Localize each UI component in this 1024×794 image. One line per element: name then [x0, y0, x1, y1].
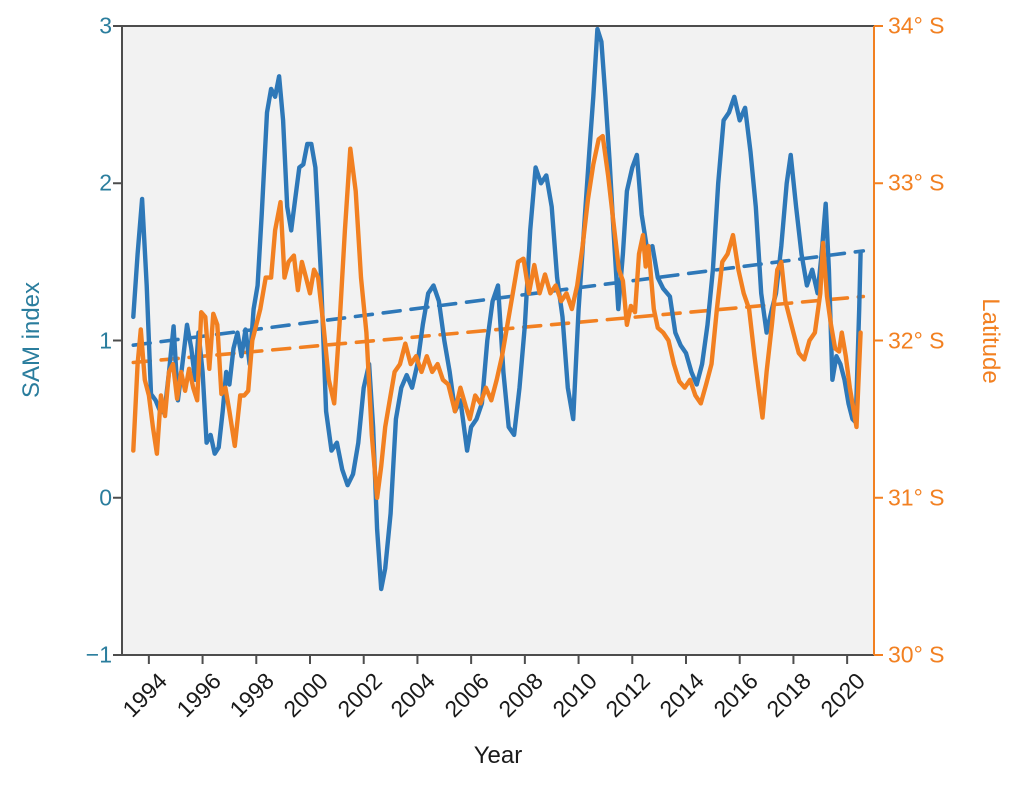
y-right-axis-title: Latitude: [977, 298, 1004, 384]
y-left-tick-label: 2: [99, 169, 112, 196]
y-left-tick-label: 1: [99, 327, 112, 353]
y-right-tick-label: 30° S: [888, 641, 945, 668]
y-left-tick-label: 3: [99, 12, 112, 39]
x-axis-title: Year: [473, 742, 523, 769]
y-right-tick-label: 33° S: [888, 169, 945, 196]
series-line-sam: [131, 26, 863, 592]
y-left-tick-label: −1: [85, 641, 112, 668]
trend-line-latitude: [131, 294, 866, 365]
y-right-tick-label: 34° S: [888, 12, 945, 39]
y-left-tick-label: 0: [99, 484, 112, 511]
series-line-latitude: [131, 133, 863, 500]
y-right-tick-label: 31° S: [888, 484, 945, 511]
y-right-tick-label: 32° S: [888, 327, 945, 353]
